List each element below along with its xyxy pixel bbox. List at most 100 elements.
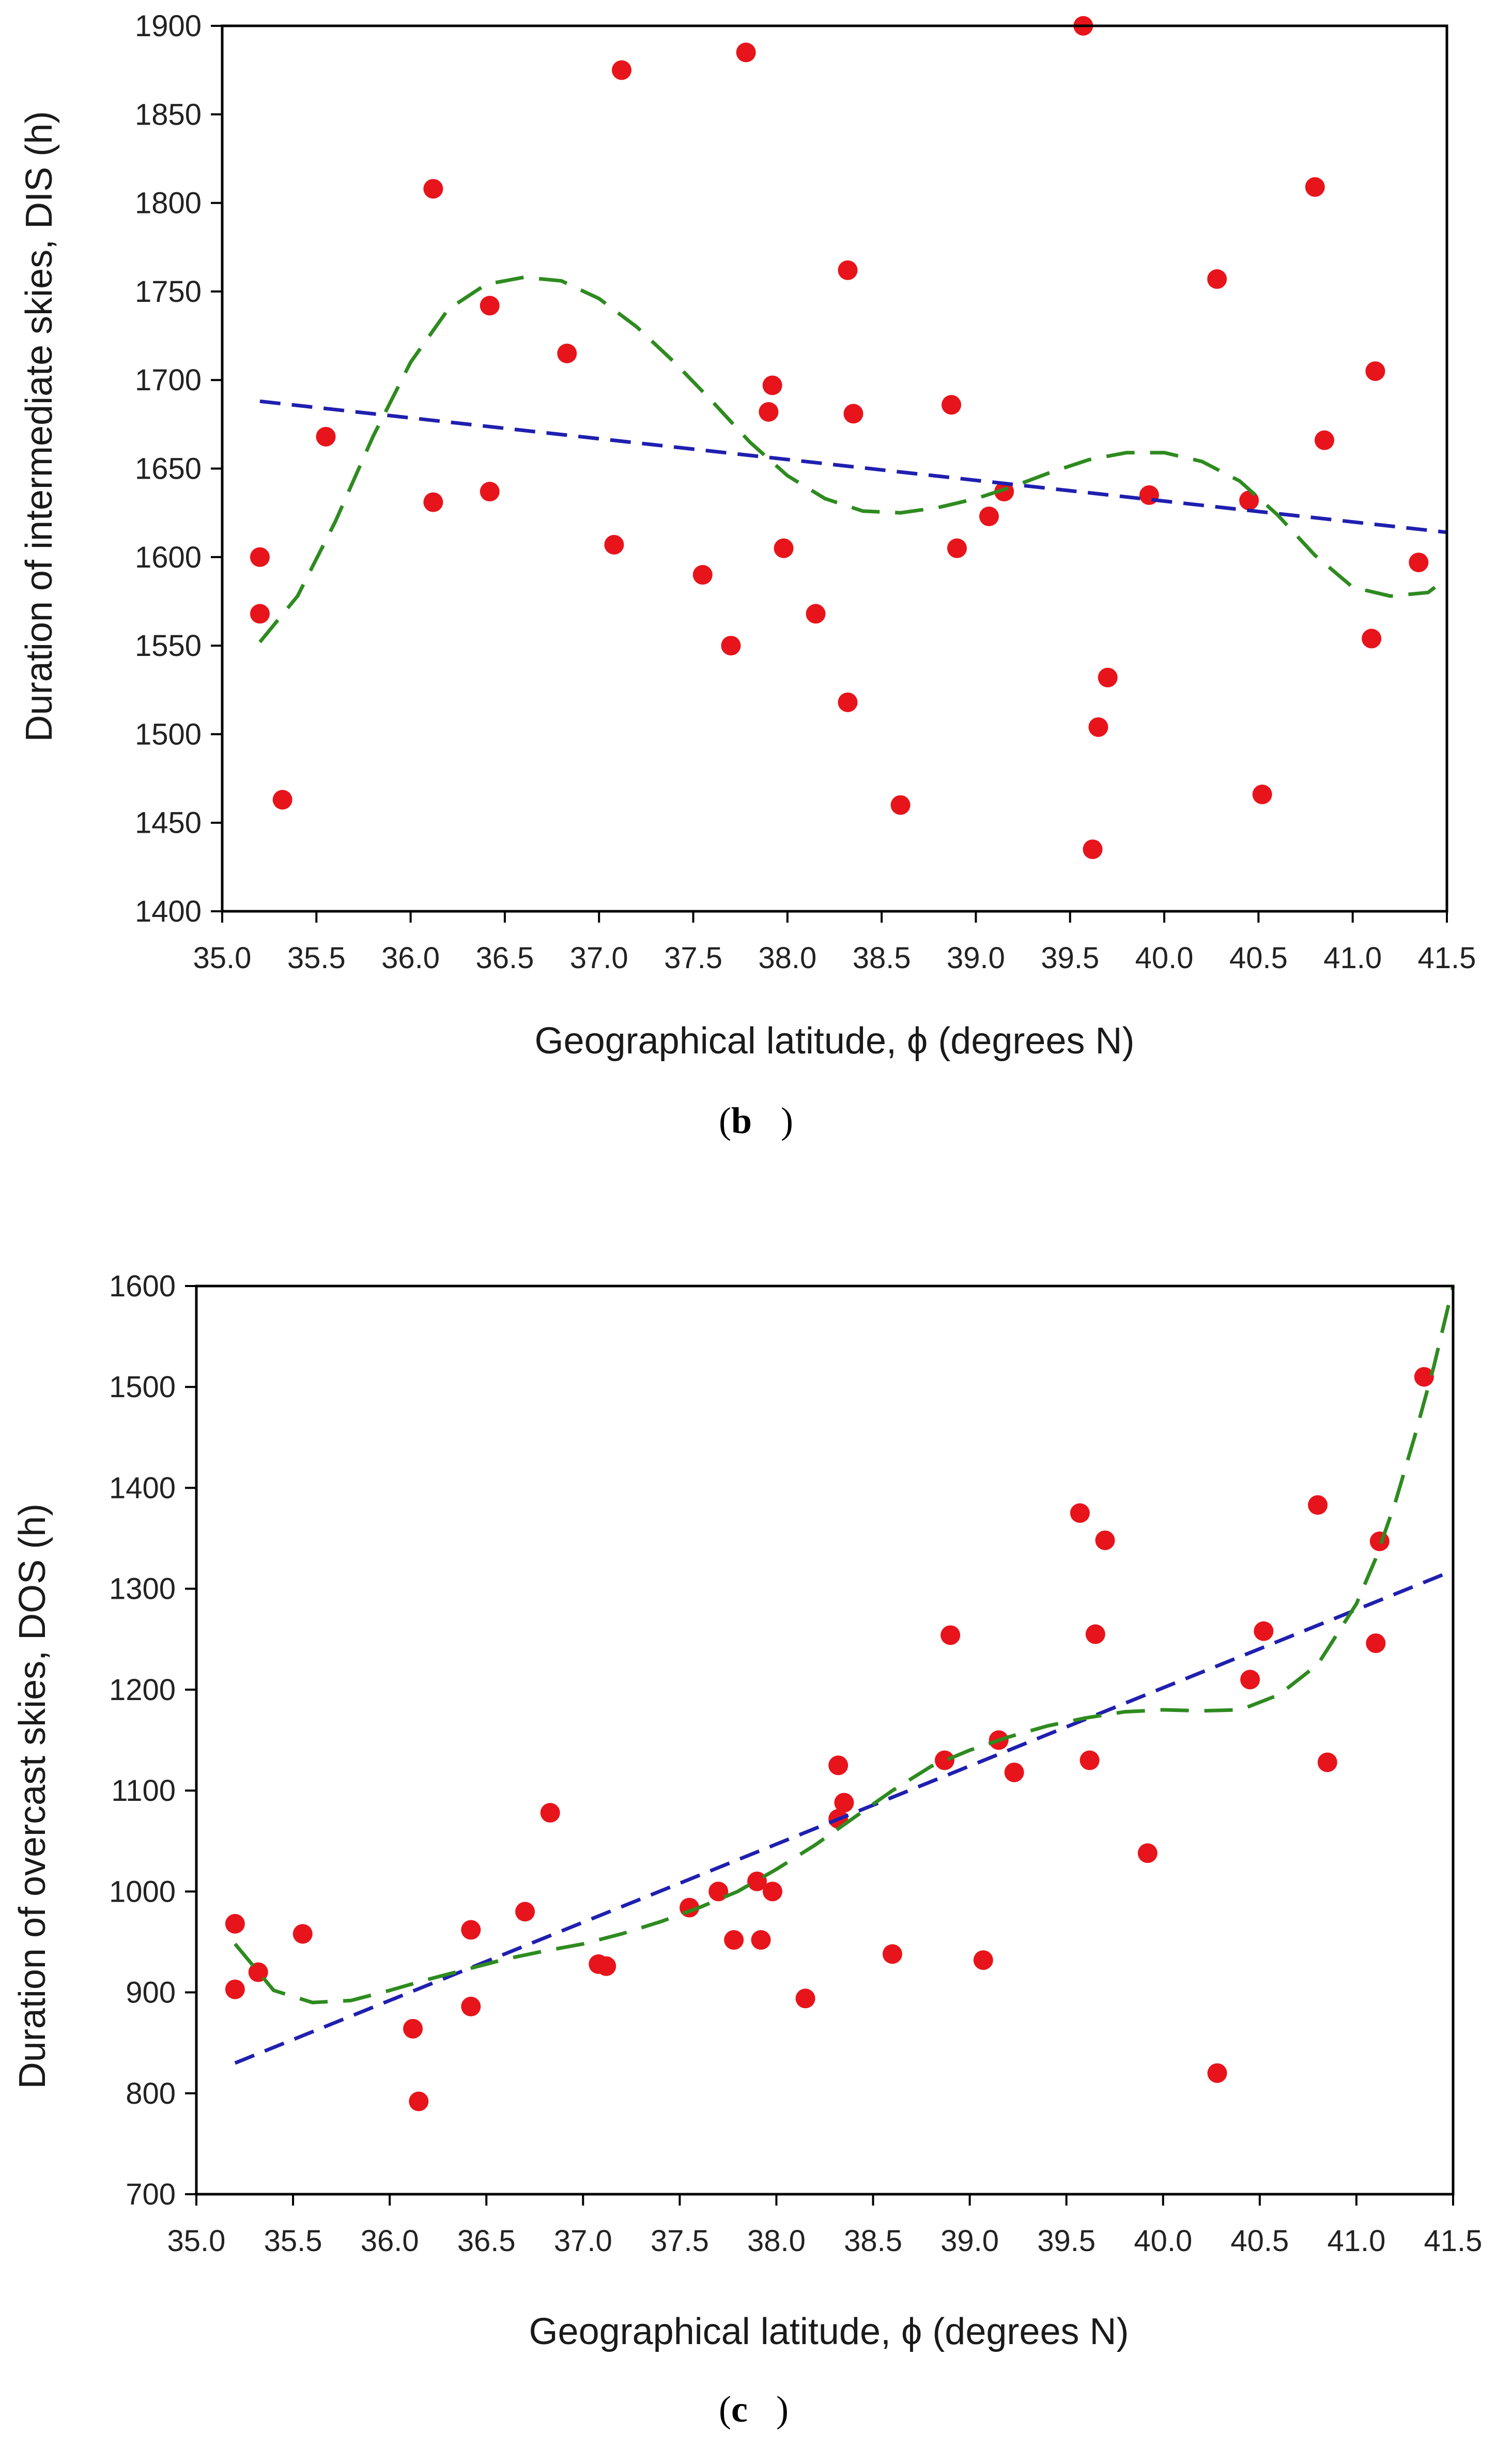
- chart-b-data-points: [250, 16, 1429, 860]
- y-tick-label: 1300: [109, 1572, 176, 1606]
- svg-text:): ): [781, 1100, 793, 1141]
- y-tick-label: 1600: [109, 1269, 176, 1303]
- x-tick-label: 41.0: [1323, 941, 1382, 975]
- x-tick-label: 40.0: [1134, 2224, 1192, 2258]
- data-point: [828, 1755, 848, 1776]
- linear-fit-line: [234, 1569, 1454, 2065]
- chart-c-data-points: [225, 1367, 1434, 2112]
- chart-c-linear-fit: [234, 1569, 1454, 2065]
- polynomial-fit-line: [258, 276, 1448, 644]
- x-tick-label: 37.0: [570, 941, 628, 975]
- x-tick-label: 37.5: [651, 2224, 709, 2258]
- data-point: [762, 1881, 782, 1902]
- y-tick-label: 1850: [135, 98, 202, 131]
- x-tick-label: 41.0: [1327, 2224, 1385, 2258]
- x-tick-label: 40.5: [1230, 2224, 1289, 2258]
- data-point: [461, 1996, 481, 2016]
- data-point: [979, 507, 999, 527]
- data-point: [1085, 1624, 1105, 1644]
- data-point: [947, 538, 967, 558]
- x-tick-label: 36.0: [381, 941, 440, 975]
- data-point: [596, 1956, 616, 1976]
- data-point: [292, 1924, 313, 1944]
- y-tick-label: 1500: [135, 717, 202, 751]
- chart-b-panel-label: ( b ): [719, 1100, 793, 1141]
- data-point: [1079, 1750, 1100, 1770]
- data-point: [736, 42, 756, 63]
- chart-c-panel-letter: c: [731, 2389, 748, 2430]
- x-tick-label: 37.0: [554, 2224, 612, 2258]
- polynomial-fit-line: [234, 1286, 1455, 2005]
- data-point: [721, 636, 741, 656]
- x-tick-label: 39.5: [1037, 2224, 1096, 2258]
- data-point: [248, 1962, 268, 1982]
- data-point: [1365, 361, 1385, 381]
- data-point: [759, 402, 779, 422]
- data-point: [423, 492, 443, 512]
- y-tick-label: 900: [126, 1976, 176, 2010]
- data-point: [1004, 1762, 1024, 1782]
- data-point: [250, 604, 270, 624]
- y-tick-label: 1750: [135, 275, 202, 309]
- data-point: [834, 1793, 854, 1813]
- data-point: [795, 1988, 815, 2009]
- x-tick-label: 38.5: [853, 941, 911, 975]
- x-tick-label: 35.0: [193, 941, 252, 975]
- data-point: [461, 1920, 481, 1940]
- data-point: [1070, 1503, 1090, 1523]
- data-point: [604, 534, 624, 555]
- data-point: [1366, 1633, 1386, 1654]
- data-point: [1315, 430, 1334, 450]
- chart-c-axes: [195, 1284, 1455, 2196]
- x-tick-label: 39.5: [1041, 941, 1099, 975]
- data-point: [934, 1750, 954, 1770]
- data-point: [942, 395, 962, 415]
- y-tick-label: 1900: [135, 9, 202, 43]
- y-tick-label: 1200: [109, 1673, 176, 1707]
- y-tick-label: 1400: [135, 895, 202, 928]
- chart-b-y-ticks: 1400 1450 1500 1550 1600 1650 1700 1750 1800 1850…: [135, 9, 222, 928]
- data-point: [890, 795, 911, 815]
- data-point: [409, 2091, 429, 2112]
- data-point: [1083, 839, 1103, 860]
- data-point: [1240, 1670, 1260, 1690]
- chart-b-axes: [221, 24, 1448, 913]
- data-point: [843, 404, 863, 424]
- chart-c: 35.0 35.5 36.0 36.5 37.0 37.5 38.0 38.5 39.0 39.5…: [12, 1269, 1482, 2430]
- x-tick-label: 35.5: [287, 941, 346, 975]
- chart-b-polynomial-fit: [258, 276, 1448, 644]
- data-point: [994, 482, 1014, 502]
- x-tick-label: 38.0: [758, 941, 816, 975]
- data-point: [1254, 1621, 1274, 1641]
- x-tick-label: 40.5: [1229, 941, 1288, 975]
- y-tick-label: 800: [126, 2077, 176, 2110]
- y-tick-label: 1650: [135, 452, 202, 486]
- x-tick-label: 37.5: [664, 941, 722, 975]
- svg-text:(: (: [719, 2389, 731, 2430]
- data-point: [1252, 784, 1272, 804]
- data-point: [774, 538, 794, 558]
- data-point: [1095, 1530, 1115, 1550]
- linear-fit-line: [259, 399, 1447, 534]
- chart-c-x-axis-title: Geographical latitude, ϕ (degrees N): [529, 2311, 1129, 2352]
- chart-c-x-ticks: 35.0 35.5 36.0 36.5 37.0 37.5 38.0 38.5 39.0 39.5…: [167, 2194, 1483, 2258]
- x-tick-label: 38.0: [747, 2224, 806, 2258]
- data-point: [403, 2018, 423, 2039]
- data-point: [557, 343, 577, 363]
- data-point: [692, 565, 713, 585]
- y-tick-label: 1800: [135, 187, 202, 220]
- data-point: [515, 1902, 535, 1922]
- data-point: [272, 790, 292, 810]
- y-tick-label: 1700: [135, 363, 202, 397]
- data-point: [838, 260, 858, 280]
- data-point: [1207, 269, 1227, 289]
- chart-c-y-axis-title: Duration of overcast skies, DOS (h): [12, 1504, 53, 2089]
- data-point: [1317, 1752, 1337, 1772]
- x-tick-label: 40.0: [1135, 941, 1194, 975]
- chart-b-x-axis-title: Geographical latitude, ϕ (degrees N): [535, 1020, 1135, 1062]
- x-tick-label: 38.5: [844, 2224, 902, 2258]
- y-tick-label: 1400: [109, 1471, 176, 1505]
- data-point: [806, 604, 826, 624]
- data-point: [1088, 717, 1108, 737]
- x-tick-label: 41.5: [1424, 2224, 1483, 2258]
